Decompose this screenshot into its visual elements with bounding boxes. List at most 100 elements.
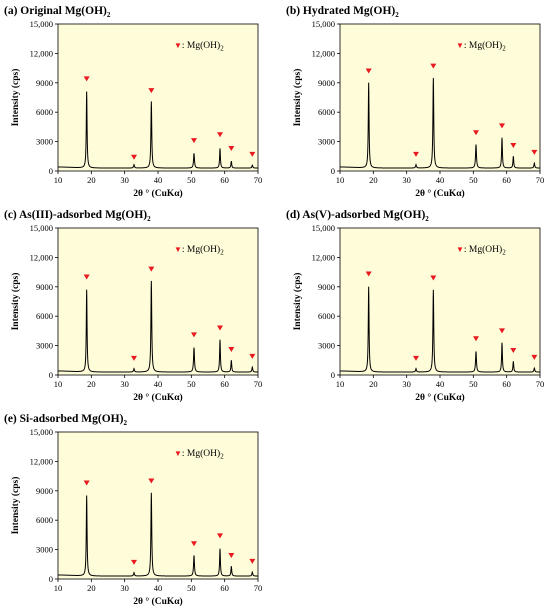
legend-subscript: 2 bbox=[220, 249, 224, 257]
peak-marker-triangle-icon bbox=[365, 68, 372, 74]
x-tick-label: 40 bbox=[154, 175, 163, 185]
legend-label: ▼: Mg(OH)2 bbox=[456, 244, 506, 257]
y-tick-label: 15,000 bbox=[30, 223, 53, 233]
y-tick-label: 12,000 bbox=[312, 48, 335, 58]
xrd-pattern-line bbox=[58, 280, 258, 373]
x-tick-label: 50 bbox=[469, 379, 478, 389]
y-tick-label: 12,000 bbox=[30, 456, 53, 466]
legend-triangle-icon: ▼ bbox=[174, 41, 182, 50]
x-tick-label: 10 bbox=[336, 379, 345, 389]
panel-title: (d) As(V)-adsorbed Mg(OH)2 bbox=[286, 209, 429, 223]
peak-marker-triangle-icon bbox=[228, 552, 235, 558]
x-tick-label: 70 bbox=[254, 175, 263, 185]
legend-label: ▼: Mg(OH)2 bbox=[456, 40, 506, 53]
xrd-pattern-line bbox=[340, 77, 540, 169]
x-tick-label: 60 bbox=[502, 379, 511, 389]
peak-marker-triangle-icon bbox=[83, 76, 90, 82]
xrd-panel-b: (b) Hydrated Mg(OH)2 0 3000 6000 9000 12,000 1… bbox=[282, 0, 550, 200]
peak-marker-triangle-icon bbox=[510, 348, 517, 353]
legend-subscript: 2 bbox=[502, 249, 506, 257]
x-tick-label: 30 bbox=[120, 175, 129, 185]
x-tick-label: 40 bbox=[154, 379, 163, 389]
y-tick-label: 9000 bbox=[318, 282, 335, 292]
x-tick-label: 70 bbox=[254, 379, 263, 389]
peak-marker-triangle-icon bbox=[499, 123, 505, 129]
panel-title-subscript: 2 bbox=[123, 419, 127, 427]
y-tick-label: 9000 bbox=[318, 78, 335, 88]
x-axis-label: 2θ ° (CuKα) bbox=[415, 392, 464, 403]
peak-marker-triangle-icon bbox=[228, 145, 235, 151]
xrd-panel-c: (c) As(III)-adsorbed Mg(OH)2 0 3000 6000 900… bbox=[0, 204, 270, 404]
legend-text: : Mg(OH) bbox=[464, 40, 502, 51]
peak-marker-triangle-icon bbox=[83, 274, 90, 280]
x-tick-label: 40 bbox=[436, 379, 445, 389]
y-axis-label: Intensity (cps) bbox=[10, 69, 21, 127]
x-tick-label: 60 bbox=[220, 175, 229, 185]
y-tick-label: 9000 bbox=[36, 486, 53, 496]
peak-marker-triangle-icon bbox=[499, 328, 505, 334]
y-tick-label: 0 bbox=[331, 370, 335, 380]
xrd-panel-a: (a) Original Mg(OH)2 0 3000 6000 9000 12,000 1… bbox=[0, 0, 270, 200]
peak-marker-triangle-icon bbox=[217, 132, 223, 138]
peak-marker-triangle-icon bbox=[191, 541, 197, 547]
peak-marker-triangle-icon bbox=[83, 480, 90, 486]
peak-marker-triangle-icon bbox=[131, 154, 137, 160]
legend-subscript: 2 bbox=[220, 45, 224, 53]
x-tick-label: 30 bbox=[402, 379, 411, 389]
peak-marker-triangle-icon bbox=[413, 151, 419, 157]
y-tick-label: 3000 bbox=[36, 545, 53, 555]
x-tick-label: 60 bbox=[220, 379, 229, 389]
y-tick-label: 3000 bbox=[36, 341, 53, 351]
peak-marker-triangle-icon bbox=[148, 88, 155, 94]
x-tick-label: 70 bbox=[536, 175, 545, 185]
x-tick-label: 60 bbox=[220, 583, 229, 593]
y-tick-label: 3000 bbox=[318, 341, 335, 351]
chart-svg-b: (b) Hydrated Mg(OH)2 0 3000 6000 9000 12,000 1… bbox=[286, 5, 545, 199]
y-tick-label: 15,000 bbox=[312, 223, 335, 233]
peak-marker-triangle-icon bbox=[217, 325, 223, 331]
x-tick-label: 40 bbox=[436, 175, 445, 185]
y-tick-label: 12,000 bbox=[30, 48, 53, 58]
x-tick-label: 10 bbox=[54, 379, 63, 389]
y-axis-label: Intensity (cps) bbox=[292, 69, 303, 127]
legend-text: : Mg(OH) bbox=[182, 244, 220, 255]
legend-triangle-icon: ▼ bbox=[456, 41, 464, 50]
y-tick-label: 6000 bbox=[318, 107, 335, 117]
peak-marker-triangle-icon bbox=[473, 336, 479, 342]
legend-triangle-icon: ▼ bbox=[174, 245, 182, 254]
legend-triangle-icon: ▼ bbox=[174, 449, 182, 458]
peak-marker-triangle-icon bbox=[131, 355, 137, 361]
x-tick-label: 20 bbox=[87, 379, 96, 389]
peak-marker-triangle-icon bbox=[473, 130, 479, 136]
x-tick-label: 30 bbox=[120, 583, 129, 593]
panel-title: (c) As(III)-adsorbed Mg(OH)2 bbox=[4, 209, 151, 223]
peak-marker-triangle-icon bbox=[191, 332, 197, 338]
x-axis-label: 2θ ° (CuKα) bbox=[415, 188, 464, 199]
legend-subscript: 2 bbox=[502, 45, 506, 53]
legend-triangle-icon: ▼ bbox=[456, 245, 464, 254]
plot-area bbox=[339, 23, 541, 172]
x-tick-label: 40 bbox=[154, 583, 163, 593]
xrd-panel-d: (d) As(V)-adsorbed Mg(OH)2 0 3000 6000 9000 1… bbox=[282, 204, 550, 404]
peak-marker-triangle-icon bbox=[365, 271, 372, 277]
y-tick-label: 12,000 bbox=[312, 252, 335, 262]
y-tick-label: 15,000 bbox=[30, 19, 53, 29]
chart-svg-e: (e) Si-adsorbed Mg(OH)2 0 3000 6000 9000 12,0… bbox=[4, 413, 262, 607]
peak-marker-triangle-icon bbox=[531, 149, 538, 155]
y-tick-label: 6000 bbox=[36, 515, 53, 525]
y-tick-label: 15,000 bbox=[30, 427, 53, 437]
legend-text: : Mg(OH) bbox=[464, 244, 502, 255]
x-tick-label: 70 bbox=[536, 379, 545, 389]
xrd-pattern-line bbox=[340, 286, 540, 373]
peak-marker-triangle-icon bbox=[430, 63, 437, 69]
peak-marker-triangle-icon bbox=[191, 138, 197, 144]
y-tick-label: 0 bbox=[49, 370, 53, 380]
chart-svg-d: (d) As(V)-adsorbed Mg(OH)2 0 3000 6000 9000 1… bbox=[286, 209, 545, 403]
x-tick-label: 50 bbox=[187, 583, 196, 593]
peak-marker-triangle-icon bbox=[249, 151, 256, 157]
panel-title: (b) Hydrated Mg(OH)2 bbox=[286, 5, 399, 19]
legend-label: ▼: Mg(OH)2 bbox=[174, 244, 224, 257]
peak-marker-triangle-icon bbox=[430, 275, 437, 281]
legend-label: ▼: Mg(OH)2 bbox=[174, 448, 224, 461]
x-tick-label: 60 bbox=[502, 175, 511, 185]
